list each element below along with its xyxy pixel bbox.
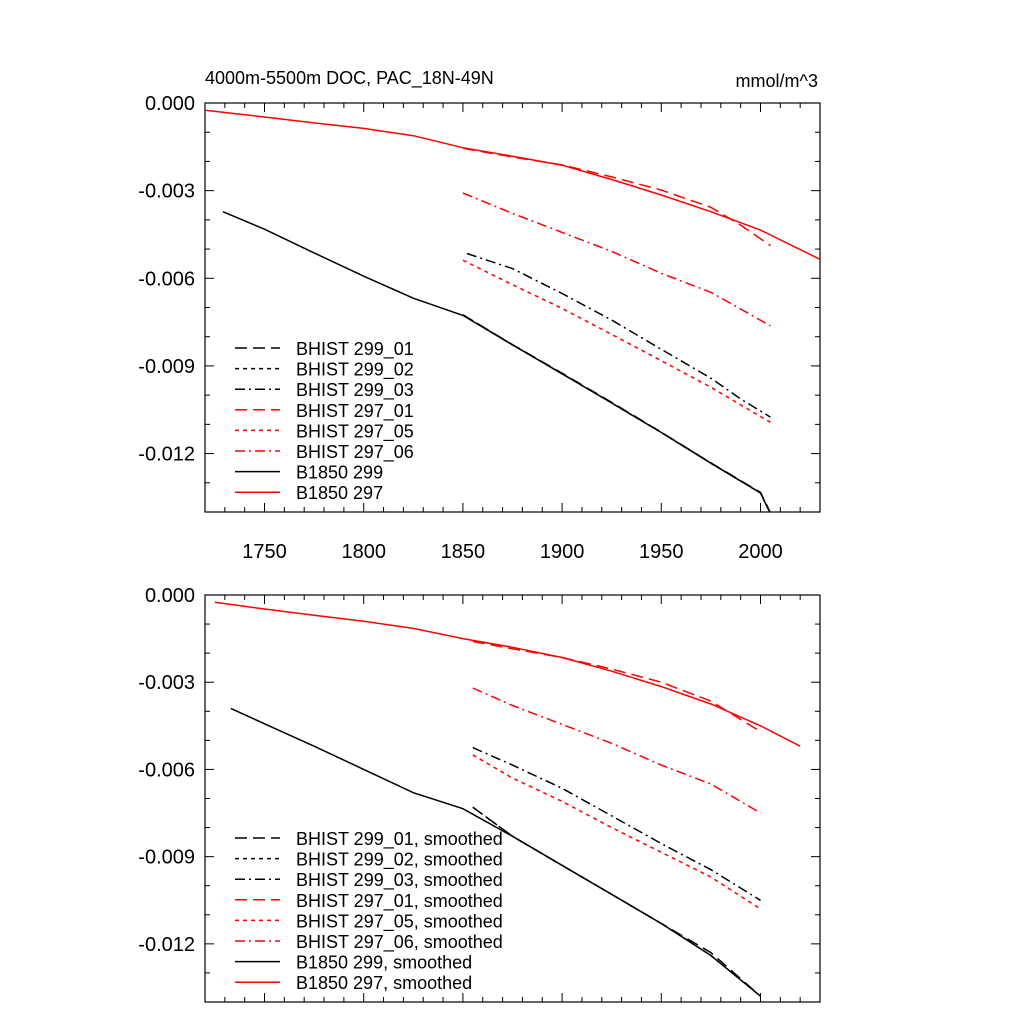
legend-label: BHIST 299_03 [296,380,414,401]
series-line [472,806,761,997]
x-tick-label: 1900 [540,541,585,563]
legend-label: BHIST 297_01, smoothed [296,891,503,912]
y-tick-label: -0.003 [138,672,195,694]
legend-label: BHIST 297_05, smoothed [296,911,503,932]
legend-label: BHIST 299_02, smoothed [296,850,503,871]
y-tick-label: -0.012 [138,934,195,956]
series-line [462,147,771,247]
legend-label: B1850 299, smoothed [296,953,472,973]
chart-title: 4000m-5500m DOC, PAC_18N-49N [205,68,494,89]
series-line [214,601,801,747]
series-line [462,259,771,423]
x-tick-label: 1750 [242,541,287,563]
series-line [222,211,771,512]
legend-label: BHIST 297_06 [296,442,414,463]
y-tick-label: 0.000 [145,93,195,115]
legend-label: BHIST 297_01 [296,401,414,422]
series-line [466,252,771,418]
legend-label: BHIST 299_03, smoothed [296,870,503,891]
y-tick-label: 0.000 [145,585,195,607]
legend-label: BHIST 299_01 [296,339,414,360]
bottom-panel: 0.000 -0.003 -0.006 -0.009 -0.012 BHIST 299_0… [138,585,821,1003]
legend-label: BHIST 297_05 [296,421,414,442]
series-line [472,746,761,901]
series-line [230,707,761,997]
series-line [472,687,761,814]
x-tick-label: 1850 [441,541,486,563]
series-group [214,601,801,997]
series-line [462,314,771,512]
series-line [462,314,771,512]
series-line [472,640,761,733]
series-line [462,192,771,327]
units-label: mmol/m^3 [736,71,818,91]
legend-label: BHIST 299_02 [296,360,414,381]
legend-label: B1850 297 [296,483,383,503]
x-tick-label: 2000 [738,541,783,563]
y-tick-label: -0.009 [138,356,195,378]
series-line [472,754,761,910]
legend-label: B1850 299 [296,463,383,483]
x-tick-label: 1950 [639,541,684,563]
x-tick-label: 1800 [341,541,386,563]
series-line [472,806,761,997]
y-tick-label: -0.006 [138,268,195,290]
y-tick-label: -0.003 [138,181,195,203]
legend-label: BHIST 299_01, smoothed [296,829,503,850]
y-tick-label: -0.009 [138,847,195,869]
y-tick-label: -0.012 [138,444,195,466]
series-line [205,109,820,260]
series-group [205,109,820,512]
top-panel: 0.000 -0.003 -0.006 -0.009 -0.012 1750 1800 185… [138,93,821,563]
y-tick-label: -0.006 [138,759,195,781]
legend-label: B1850 297, smoothed [296,973,472,993]
legend-label: BHIST 297_06, smoothed [296,932,503,953]
